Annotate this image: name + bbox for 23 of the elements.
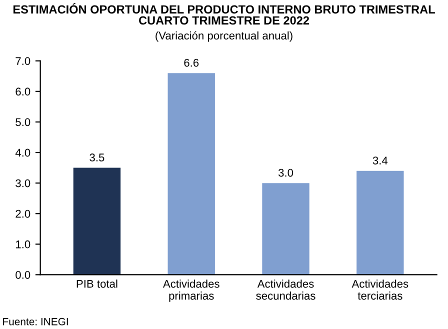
bar: [73, 168, 121, 275]
x-tick-label: Actividades primarias: [162, 280, 220, 302]
y-tick-label: 4.0: [15, 148, 30, 157]
y-tick-label: 6.0: [16, 88, 30, 96]
data-label: 3.5: [90, 154, 104, 162]
x-tick-label: Actividades secundarias: [256, 280, 316, 300]
data-label: 3.4: [372, 156, 388, 164]
bar: [262, 183, 310, 275]
y-tick-label: 2.0: [16, 210, 30, 218]
y-tick-label: 5.0: [16, 118, 30, 126]
bar: [168, 73, 215, 275]
bar: [356, 170, 404, 275]
y-tick-label: 3.0: [16, 179, 30, 188]
data-label: 3.0: [278, 168, 294, 177]
y-tick-label: 0.0: [16, 270, 30, 279]
source-note: Fuente: INEGI: [3, 318, 68, 326]
x-tick-label: PIB total: [76, 280, 118, 288]
data-label: 6.6: [184, 58, 199, 67]
y-tick-label: 7.0: [16, 57, 30, 65]
x-tick-label: Actividades terciarias: [352, 280, 408, 300]
chart-subtitle: (Variación porcentual anual): [156, 31, 292, 42]
chart-title: ESTIMACIÓN OPORTUNA DEL PRODUCTO INTERNO BRUTO TRIMESTRAL CUARTO TRIMESTRE DE 2022: [13, 3, 435, 25]
y-tick-label: 1.0: [16, 240, 30, 248]
